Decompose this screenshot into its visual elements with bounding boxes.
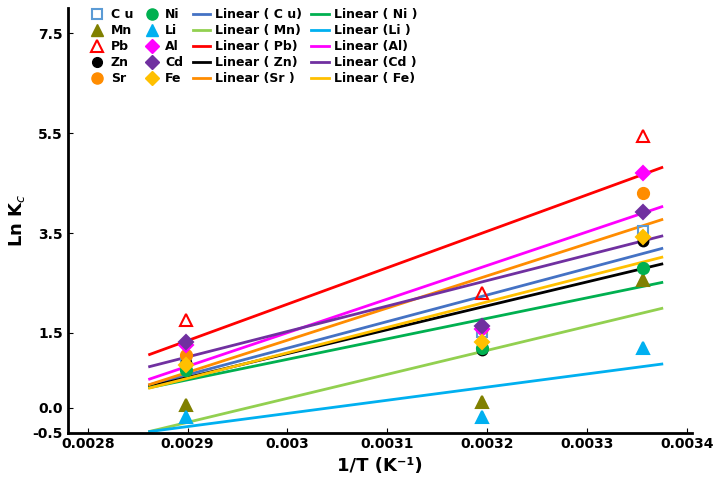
Y-axis label: Ln K$_c$: Ln K$_c$ (7, 194, 27, 247)
X-axis label: 1/T (K⁻¹): 1/T (K⁻¹) (337, 457, 423, 475)
Legend: C u, Mn, Pb, Zn, Sr, Ni, Li, Al, Cd, Fe, Linear ( C u), Linear ( Mn), Linear ( P: C u, Mn, Pb, Zn, Sr, Ni, Li, Al, Cd, Fe,… (86, 6, 420, 87)
